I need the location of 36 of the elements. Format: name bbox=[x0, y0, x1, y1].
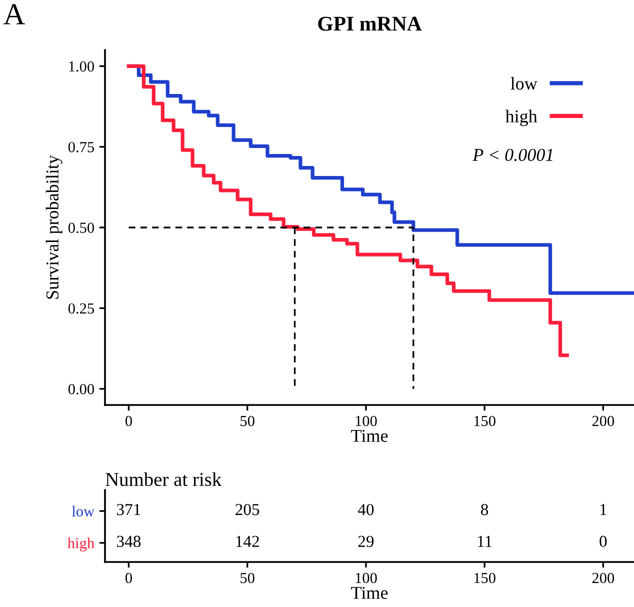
x-axis-title: Time bbox=[351, 586, 388, 599]
data-label: 0 bbox=[600, 536, 607, 548]
data-label: 40 bbox=[358, 504, 374, 516]
data-label: 11 bbox=[478, 536, 492, 547]
x-tick-label: 150 bbox=[474, 572, 496, 584]
y-tick-label: 0.25 bbox=[68, 303, 94, 314]
y-axis-title: Survival probability bbox=[46, 155, 62, 299]
data-label: 205 bbox=[236, 504, 260, 516]
x-axis-title: Time bbox=[351, 430, 388, 442]
data-label: 1 bbox=[600, 504, 606, 516]
x-tick-label: 100 bbox=[356, 572, 377, 584]
y-tick-label: low bbox=[72, 506, 95, 516]
x-tick-label: 50 bbox=[240, 416, 254, 426]
data-label: 371 bbox=[117, 504, 140, 516]
chart-title: GPI mRNA bbox=[318, 16, 422, 31]
legend-label: high bbox=[505, 110, 538, 126]
x-tick-label: 0 bbox=[125, 572, 132, 584]
x-tick-label: 200 bbox=[592, 572, 614, 584]
chart-title: Number at risk bbox=[106, 472, 222, 486]
data-label: 142 bbox=[236, 536, 259, 547]
x-tick-label: 100 bbox=[356, 416, 377, 426]
y-tick-label: 0.00 bbox=[68, 384, 94, 394]
y-tick-label: 1.00 bbox=[69, 61, 94, 72]
annotation: P < 0.0001 bbox=[472, 148, 552, 162]
x-tick-label: 0 bbox=[125, 416, 132, 426]
data-label: 8 bbox=[481, 504, 488, 516]
y-tick-label: high bbox=[68, 538, 94, 552]
x-tick-label: 200 bbox=[592, 416, 614, 426]
legend-label: low bbox=[510, 77, 538, 90]
x-tick-label: 150 bbox=[474, 416, 496, 426]
x-tick-label: 50 bbox=[240, 572, 254, 584]
y-tick-label: 0.75 bbox=[68, 142, 94, 152]
data-label: 348 bbox=[117, 536, 141, 548]
data-label: 29 bbox=[358, 536, 374, 548]
text: A bbox=[3, 4, 26, 24]
y-tick-label: 0.50 bbox=[68, 222, 94, 234]
